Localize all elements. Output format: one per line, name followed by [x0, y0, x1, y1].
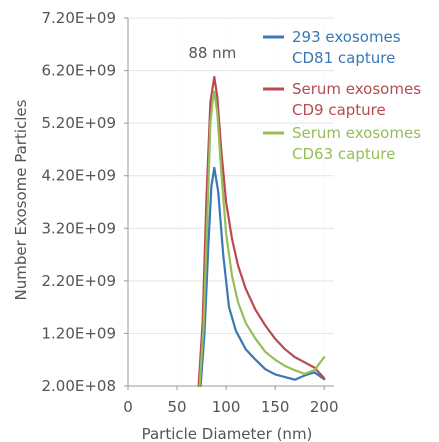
- y-tick-label: 4.20E+09: [41, 167, 116, 185]
- y-axis-title: Number Exosome Particles: [12, 99, 30, 300]
- series-line-2: [197, 75, 326, 388]
- legend: 293 exosomes CD81 capture Serum exosomes CD…: [263, 28, 421, 163]
- x-axis-title: Particle Diameter (nm): [142, 425, 313, 442]
- legend-label: CD9 capture: [292, 101, 386, 119]
- grid-lines: [128, 17, 334, 386]
- x-tick-label: 150: [261, 398, 290, 416]
- legend-label: CD81 capture: [292, 49, 395, 67]
- y-tick-label: 6.20E+09: [41, 62, 116, 80]
- x-tick-label: 50: [168, 398, 187, 416]
- axes: [124, 17, 334, 390]
- x-tick-label: 200: [310, 398, 339, 416]
- legend-label: CD63 capture: [292, 145, 395, 163]
- y-tick-label: 5.20E+09: [41, 114, 116, 132]
- series-line-1: [199, 166, 326, 388]
- x-tick-label: 100: [212, 398, 241, 416]
- x-tick-label: 0: [123, 398, 133, 416]
- legend-label: Serum exosomes: [292, 124, 421, 142]
- x-tick-labels: 0 50 100 150 200: [123, 398, 338, 416]
- y-tick-label: 7.20E+09: [41, 9, 116, 27]
- legend-label: 293 exosomes: [292, 28, 401, 46]
- y-tick-label: 1.20E+09: [41, 324, 116, 342]
- series-lines: [197, 75, 326, 388]
- y-tick-label: 2.00E+08: [41, 377, 116, 395]
- y-tick-label: 2.20E+09: [41, 272, 116, 290]
- legend-label: Serum exosomes: [292, 80, 421, 98]
- peak-annotation: 88 nm: [188, 44, 236, 62]
- y-tick-labels: 2.00E+08 1.20E+09 2.20E+09 3.20E+09 4.20E+09…: [41, 9, 116, 395]
- y-tick-label: 3.20E+09: [41, 219, 116, 237]
- series-line-3: [198, 90, 326, 388]
